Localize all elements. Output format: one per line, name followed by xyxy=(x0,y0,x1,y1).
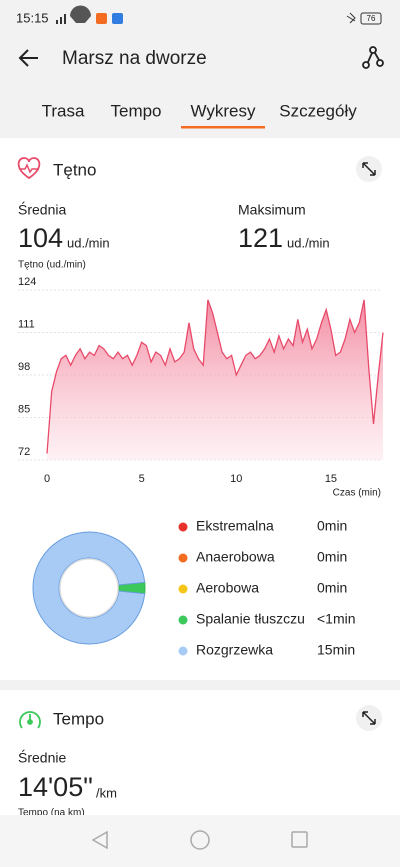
legend-label: Rozgrzewka xyxy=(196,642,273,658)
legend-value: <1min xyxy=(317,611,356,627)
x-tick-label: 10 xyxy=(230,473,242,485)
donut-inner xyxy=(59,558,119,618)
stat-label: Maksimum xyxy=(238,202,306,218)
card-title: Tętno xyxy=(53,160,96,179)
legend-dot xyxy=(178,615,188,625)
card-title: Tempo xyxy=(53,709,104,728)
nav-back[interactable] xyxy=(91,830,108,850)
stat-value: 104 xyxy=(18,223,63,253)
route-button[interactable] xyxy=(362,46,384,69)
legend-label: Aerobowa xyxy=(196,580,259,596)
y-tick-label: 124 xyxy=(18,276,36,288)
x-tick-label: 15 xyxy=(325,473,337,485)
tab[interactable]: Szczegóły xyxy=(279,101,357,120)
status-icons xyxy=(56,5,382,25)
expand-button[interactable] xyxy=(356,156,382,182)
nav-home[interactable] xyxy=(190,830,210,850)
pace-label: Średnie xyxy=(18,749,66,766)
donut-segment xyxy=(32,531,146,645)
x-tick-label: 0 xyxy=(44,473,50,485)
y-tick-label: 111 xyxy=(18,318,35,330)
nav-bar xyxy=(0,815,400,867)
legend-value: 0min xyxy=(317,549,347,565)
legend-value: 0min xyxy=(317,518,347,534)
back-button[interactable] xyxy=(18,49,38,67)
pace-value: 14'05" xyxy=(18,772,93,802)
pace-sublabel: Tempo (na km) xyxy=(18,808,85,819)
pace-card xyxy=(0,690,400,815)
stat-value: 121 xyxy=(238,223,283,253)
y-tick-label: 98 xyxy=(18,361,30,373)
y-axis-label: Tętno (ud./min) xyxy=(18,260,86,271)
legend-value: 15min xyxy=(317,642,355,658)
legend-dot xyxy=(178,646,188,656)
heart-icon-pulse xyxy=(19,163,39,174)
expand-button[interactable] xyxy=(356,705,382,731)
tab[interactable]: Tempo xyxy=(110,101,161,120)
y-tick-label: 85 xyxy=(18,403,30,415)
legend-dot xyxy=(178,553,188,563)
stat-label: Średnia xyxy=(18,201,66,218)
tab[interactable]: Wykresy xyxy=(190,101,256,120)
header-title: Marsz na dworze xyxy=(62,48,207,69)
legend-label: Ekstremalna xyxy=(196,518,274,534)
x-axis-label: Czas (min) xyxy=(333,488,381,499)
legend-dot xyxy=(178,584,188,594)
legend-label: Anaerobowa xyxy=(196,549,275,565)
stat-unit: ud./min xyxy=(67,235,110,250)
legend-dot xyxy=(178,522,188,532)
pace-unit: /km xyxy=(96,785,117,800)
area-fill xyxy=(47,299,383,460)
tab-indicator xyxy=(181,126,265,129)
status-time: 15:15 xyxy=(16,10,49,25)
x-tick-label: 5 xyxy=(139,473,145,485)
y-tick-label: 72 xyxy=(18,446,30,458)
nav-recent[interactable] xyxy=(291,831,308,848)
line xyxy=(46,299,384,454)
stat-unit: ud./min xyxy=(287,235,330,250)
legend-value: 0min xyxy=(317,580,347,596)
tab[interactable]: Trasa xyxy=(42,101,85,120)
pace-icon xyxy=(19,711,41,729)
battery-level: 76 xyxy=(367,14,376,23)
legend-label: Spalanie tłuszczu xyxy=(196,611,305,627)
heart-icon xyxy=(17,157,41,180)
